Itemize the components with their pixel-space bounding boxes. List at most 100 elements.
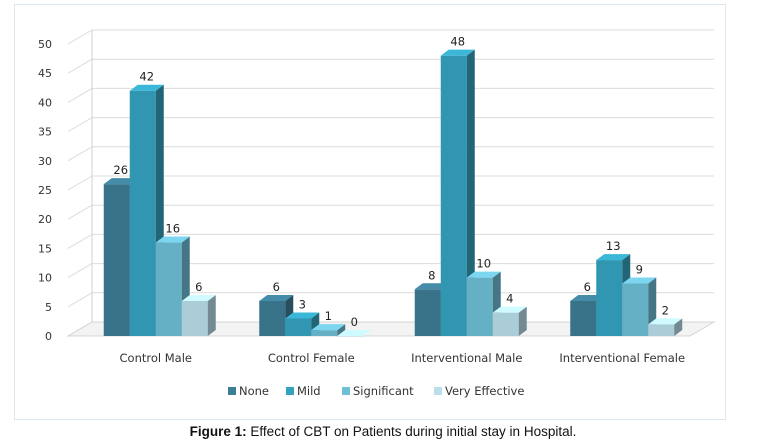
bar-top: [414, 283, 449, 290]
caption-text: Effect of CBT on Patients during initial…: [246, 424, 577, 439]
data-label: 42: [139, 70, 154, 84]
bar: [440, 49, 475, 337]
bar: [311, 324, 346, 336]
bar-top: [285, 312, 320, 319]
legend-label: None: [239, 384, 269, 398]
x-tick-label: Control Female: [268, 351, 355, 365]
data-label: 9: [636, 262, 643, 276]
bar-top: [492, 306, 527, 313]
bar-top: [440, 49, 475, 56]
bar-front: [466, 277, 493, 336]
y-tick-label: 15: [38, 242, 52, 255]
bar-front: [311, 330, 338, 336]
bar-front: [337, 336, 364, 337]
bars: [103, 49, 683, 337]
y-tick-label: 45: [38, 67, 52, 80]
legend-item: None: [228, 384, 269, 398]
bar-front: [648, 324, 675, 336]
bar-side: [337, 324, 346, 336]
legend-swatch: [228, 387, 236, 395]
legend-swatch: [342, 387, 350, 395]
data-label: 10: [476, 257, 491, 271]
gridline-side: [67, 175, 93, 191]
legend-swatch: [434, 387, 442, 395]
data-label: 2: [662, 303, 669, 317]
x-tick-label: Control Male: [120, 351, 192, 365]
bar: [648, 318, 683, 336]
bar: [337, 330, 372, 337]
legend-item: Mild: [286, 384, 321, 398]
bar-front: [622, 283, 649, 336]
bar-top: [648, 318, 683, 325]
y-tick-label: 35: [38, 126, 52, 139]
bar-front: [492, 312, 519, 336]
data-label: 1: [325, 309, 332, 323]
bar-side: [518, 306, 527, 336]
gridline-side: [67, 233, 93, 249]
bar-side: [674, 318, 683, 336]
bar-top: [103, 178, 138, 185]
bar-front: [103, 184, 130, 336]
gridline-side: [67, 117, 93, 133]
bar-side: [207, 294, 216, 336]
bar-top: [181, 294, 216, 301]
bar-top: [622, 277, 657, 284]
y-tick-label: 10: [38, 272, 52, 285]
gridline-side: [67, 292, 93, 308]
bar-top: [311, 324, 346, 331]
bar-top: [570, 294, 605, 301]
bar: [492, 306, 527, 336]
legend-swatch: [286, 387, 294, 395]
data-label: 48: [450, 35, 465, 49]
data-label: 0: [351, 315, 358, 329]
bar-top: [129, 84, 164, 91]
y-axis: 0 5 10 15 20 25 30 35 40 45 50: [38, 38, 52, 343]
bar-side: [466, 49, 475, 337]
y-tick-label: 50: [38, 38, 52, 51]
bar-top: [259, 294, 294, 301]
data-label: 26: [113, 163, 128, 177]
bar-front: [570, 300, 597, 336]
legend-label: Very Effective: [445, 384, 524, 398]
bar-front: [155, 242, 182, 336]
gridline-side: [67, 29, 93, 45]
bar-front: [414, 289, 441, 336]
legend-label: Mild: [297, 384, 321, 398]
bar-front: [596, 260, 623, 336]
data-label: 4: [506, 292, 513, 306]
bar-front: [129, 90, 156, 336]
y-tick-label: 5: [45, 301, 52, 314]
caption-label: Figure 1:: [189, 424, 247, 439]
y-tick-label: 30: [38, 155, 52, 168]
gridline-side: [67, 87, 93, 103]
y-tick-label: 40: [38, 96, 52, 109]
bar-top: [155, 236, 190, 243]
bar: [181, 294, 216, 336]
data-label: 3: [299, 297, 306, 311]
gridline-side: [67, 146, 93, 162]
x-tick-label: Interventional Female: [559, 351, 685, 365]
gridline-side: [67, 58, 93, 74]
bar-top: [596, 254, 631, 261]
data-label: 16: [165, 222, 180, 236]
bar-top: [337, 330, 372, 336]
gridline-side: [67, 263, 93, 279]
y-tick-label: 20: [38, 213, 52, 226]
x-tick-label: Interventional Male: [411, 351, 522, 365]
data-label: 13: [606, 239, 621, 253]
data-label: 6: [195, 280, 202, 294]
bar-top: [466, 271, 501, 278]
bar-front: [285, 318, 312, 336]
legend-item: Very Effective: [434, 384, 524, 398]
y-tick-label: 0: [45, 330, 52, 343]
data-label: 6: [584, 280, 591, 294]
bar-front: [440, 55, 467, 337]
y-tick-label: 25: [38, 184, 52, 197]
legend-item: Significant: [342, 384, 414, 398]
data-label: 8: [428, 268, 435, 282]
gridline-side: [67, 204, 93, 220]
data-label: 6: [273, 280, 280, 294]
figure-caption: Figure 1: Effect of CBT on Patients duri…: [0, 424, 766, 439]
